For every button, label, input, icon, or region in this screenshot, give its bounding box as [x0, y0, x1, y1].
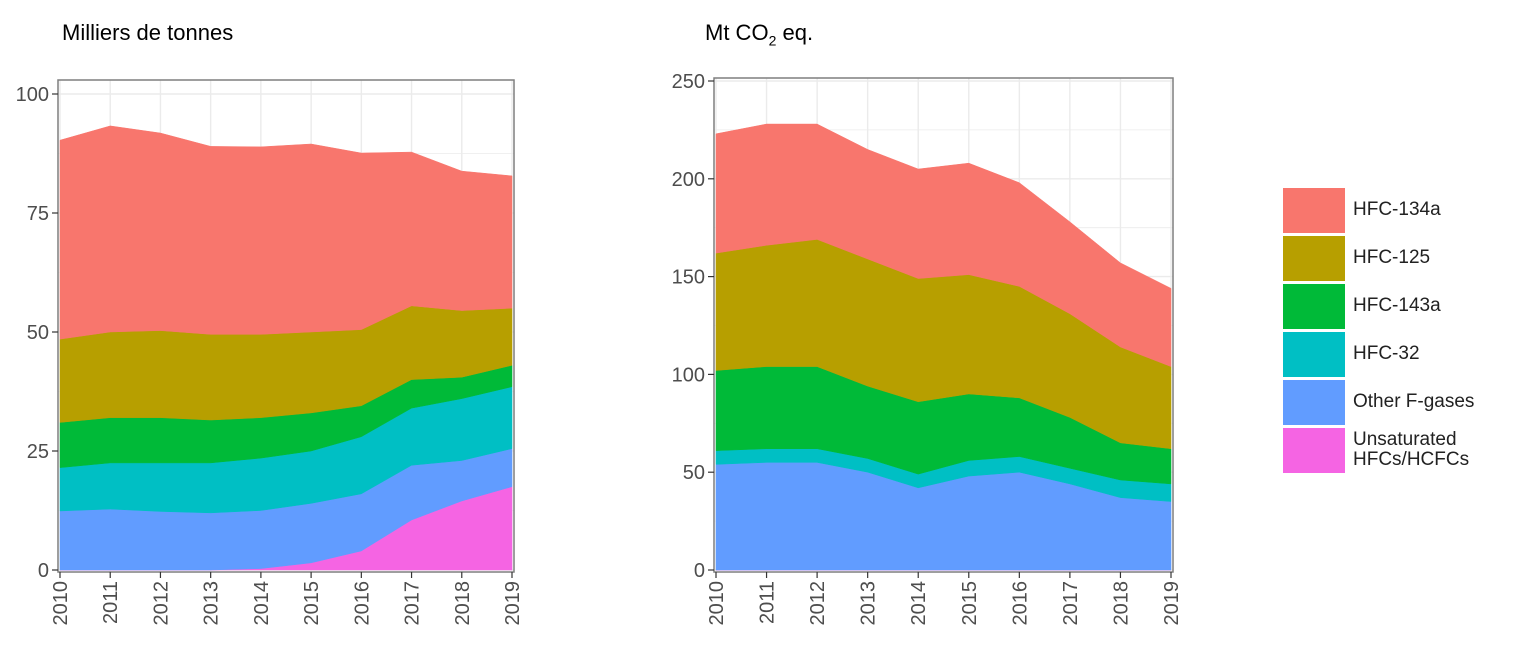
legend-swatch	[1283, 235, 1345, 281]
plot-frame	[713, 77, 1174, 573]
x-tick-label: 2014	[251, 581, 273, 626]
chart-2: 0 50 100 150 200 250 2010 2011 2012 2013 2014 2015 2…	[672, 71, 1183, 626]
legend-item-unsaturated: Unsaturated HFCs/HCFCs	[1283, 426, 1513, 474]
legend-label: HFC-32	[1353, 343, 1420, 364]
x-tick-label: 2019	[1161, 581, 1183, 626]
y-tick-label: 0	[38, 560, 49, 582]
legend-label: Unsaturated HFCs/HCFCs	[1353, 429, 1470, 470]
y-tick-label: 100	[16, 84, 49, 106]
legend-swatch	[1283, 427, 1345, 473]
x-tick-label: 2018	[1110, 581, 1132, 626]
legend-label: HFC-125	[1353, 247, 1431, 268]
legend-item-hfc-32: HFC-32	[1283, 330, 1513, 378]
legend-label: HFC-134a	[1353, 199, 1441, 220]
y-tick-label: 100	[672, 364, 705, 386]
x-tick-label: 2018	[452, 581, 474, 626]
legend-item-hfc-134a: HFC-134a	[1283, 186, 1513, 234]
x-tick-label: 2019	[502, 581, 524, 626]
chart-1: 0 25 50 75 100 2010 2011 2012 2013 2014 2015 2016 20…	[16, 79, 524, 626]
legend-swatch	[1283, 331, 1345, 377]
x-tick-label: 2011	[100, 581, 122, 624]
x-tick-label: 2014	[908, 581, 930, 626]
x-tick-label: 2012	[150, 581, 172, 626]
right-title-main: Mt CO	[705, 20, 769, 45]
x-tick-label: 2012	[807, 581, 829, 626]
x-tick-label: 2010	[50, 581, 72, 626]
x-tick-label: 2010	[706, 581, 728, 626]
legend-swatch	[1283, 379, 1345, 425]
legend-item-hfc-143a: HFC-143a	[1283, 282, 1513, 330]
y-tick-label: 50	[683, 462, 705, 484]
area-hfc-134a	[59, 125, 513, 340]
x-tick-label: 2016	[351, 581, 373, 626]
right-title-suffix: eq.	[776, 20, 814, 45]
legend-swatch	[1283, 283, 1345, 329]
x-tick-label: 2013	[201, 581, 223, 626]
y-tick-label: 0	[694, 560, 705, 582]
y-tick-label: 75	[27, 203, 49, 225]
y-tick-label: 150	[672, 267, 705, 289]
plot-frame	[57, 79, 515, 573]
area-hfc-134a	[715, 123, 1172, 367]
right-title-sub: 2	[768, 32, 777, 49]
legend-item-other-f-gases: Other F-gases	[1283, 378, 1513, 426]
legend-item-hfc-125: HFC-125	[1283, 234, 1513, 282]
x-tick-label: 2017	[1060, 581, 1082, 626]
y-tick-label: 200	[672, 169, 705, 191]
x-tick-label: 2017	[402, 581, 424, 626]
x-tick-label: 2015	[301, 581, 323, 626]
x-tick-label: 2011	[757, 581, 779, 624]
legend-swatch	[1283, 187, 1345, 233]
y-tick-label: 250	[672, 71, 705, 93]
x-tick-label: 2016	[1009, 581, 1031, 626]
legend: HFC-134a HFC-125 HFC-143a HFC-32 Other F…	[1283, 186, 1513, 474]
x-tick-label: 2015	[959, 581, 981, 626]
legend-label: Other F-gases	[1353, 391, 1475, 412]
y-tick-label: 50	[27, 322, 49, 344]
legend-label: HFC-143a	[1353, 295, 1441, 316]
x-tick-label: 2013	[858, 581, 880, 626]
y-tick-label: 25	[27, 441, 49, 463]
left-chart-title: Milliers de tonnes	[62, 20, 234, 45]
right-chart-title: Mt CO2 eq.	[705, 20, 813, 48]
